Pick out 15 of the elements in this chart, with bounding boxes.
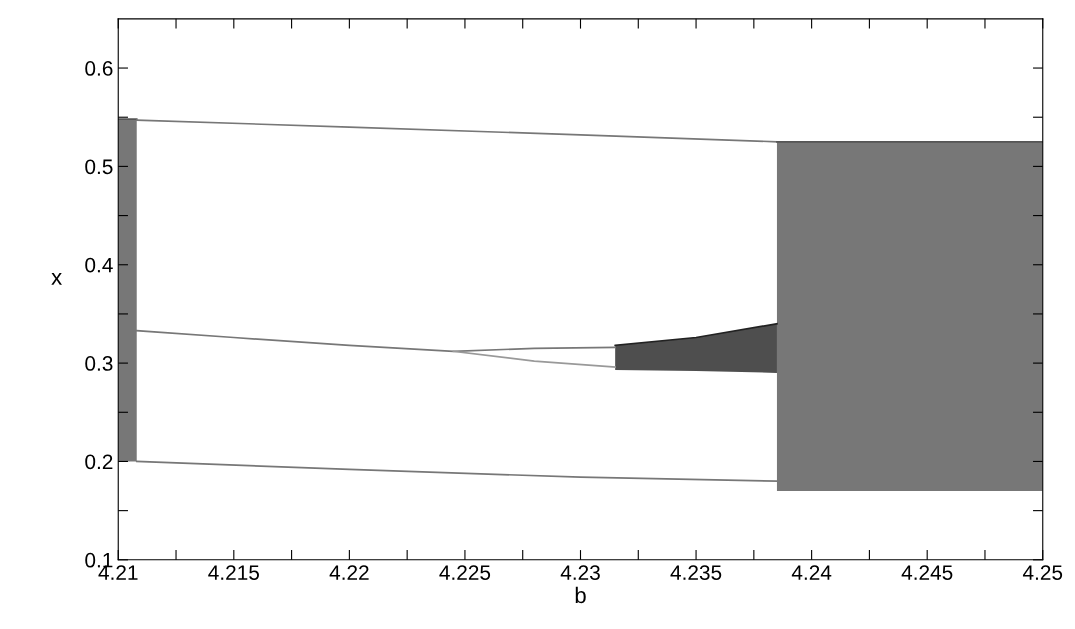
x-axis-title: b xyxy=(575,586,586,604)
y-axis-title: x xyxy=(51,272,62,285)
y-tick-label: 0.6 xyxy=(85,61,113,76)
x-tick-label: 4.235 xyxy=(670,565,722,580)
y-tick-label: 0.3 xyxy=(85,356,113,371)
x-tick-label: 4.245 xyxy=(901,565,953,580)
x-tick-label: 4.25 xyxy=(1022,565,1063,580)
y-tick-label: 0.4 xyxy=(85,257,113,273)
y-tick-label: 0.2 xyxy=(85,454,113,470)
y-tick-label: 0.5 xyxy=(85,159,113,175)
x-tick-label: 4.22 xyxy=(329,565,369,580)
x-tick-label: 4.23 xyxy=(560,565,600,580)
x-tick-label: 4.215 xyxy=(208,565,260,580)
x-tick-label: 4.24 xyxy=(791,565,832,580)
x-tick-label: 4.225 xyxy=(439,565,491,580)
